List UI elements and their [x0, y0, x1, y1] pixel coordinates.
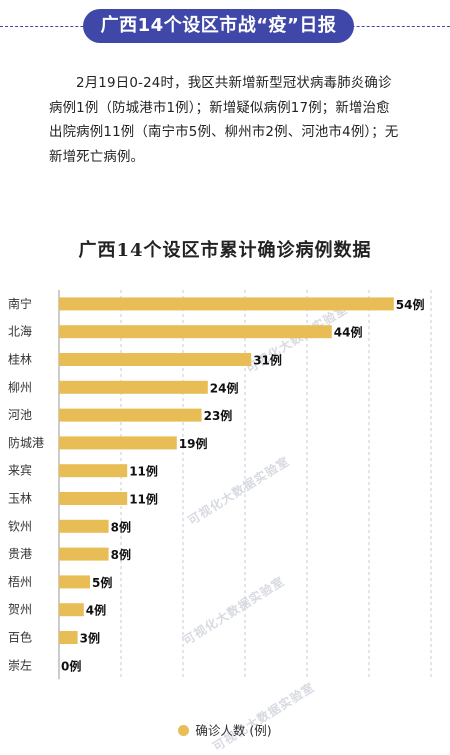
x-tick-label: 60 [423, 698, 438, 700]
data-label: 3例 [80, 631, 100, 646]
chart-legend: 确诊人数 (例) [0, 720, 450, 739]
category-label: 贺州 [8, 603, 32, 617]
bar [59, 464, 128, 478]
category-label: 崇左 [8, 657, 32, 672]
data-label: 44例 [334, 325, 363, 340]
intro-paragraph: 2月19日0-24时，我区共新增新型冠状病毒肺炎确诊病例1例（防城港市1例）；新… [49, 76, 399, 165]
data-label: 19例 [179, 436, 208, 451]
bar [59, 603, 84, 617]
x-tick-label: 30 [237, 698, 252, 700]
chart-title: 广西14个设区市累计确诊病例数据 [78, 240, 372, 261]
bar [59, 408, 202, 422]
data-label: 8例 [111, 547, 131, 562]
x-tick-label: 0 [55, 698, 63, 700]
category-label: 百色 [8, 631, 32, 645]
category-label: 桂林 [8, 352, 32, 367]
legend-swatch [178, 725, 190, 736]
category-label: 梧州 [8, 574, 32, 589]
data-label: 11例 [129, 492, 158, 507]
category-label: 来宾 [8, 463, 32, 478]
bar [59, 575, 90, 589]
bar [59, 380, 208, 394]
legend-label: 确诊人数 (例) [195, 723, 272, 738]
data-label: 24例 [210, 380, 239, 395]
bar [59, 353, 252, 366]
data-label: 54例 [396, 297, 425, 312]
x-tick-label: 10 [113, 698, 128, 700]
category-label: 河池 [8, 408, 32, 422]
bar [59, 492, 128, 505]
bar [59, 325, 332, 339]
data-label: 5例 [92, 575, 112, 590]
data-label: 11例 [129, 464, 158, 479]
data-label: 23例 [204, 408, 233, 423]
bar [59, 297, 394, 311]
data-label: 4例 [86, 603, 106, 618]
bar [59, 631, 78, 644]
category-label: 北海 [8, 324, 32, 339]
x-tick-label: 40 [299, 698, 314, 700]
category-label: 玉林 [8, 492, 32, 506]
data-label: 31例 [253, 353, 282, 368]
category-label: 柳州 [8, 380, 32, 394]
category-label: 贵港 [8, 547, 32, 561]
category-label: 钦州 [8, 519, 32, 533]
bar [59, 519, 109, 533]
bar [59, 436, 177, 450]
page-title: 广西14个设区市战“疫”日报 [83, 9, 354, 43]
x-tick-label: 50 [361, 698, 376, 700]
category-label: 南宁 [8, 296, 32, 311]
bar [59, 547, 109, 561]
category-label: 防城港 [8, 435, 44, 450]
x-tick-label: 20 [175, 698, 190, 700]
data-label: 8例 [111, 519, 131, 534]
data-label: 0例 [61, 658, 81, 673]
